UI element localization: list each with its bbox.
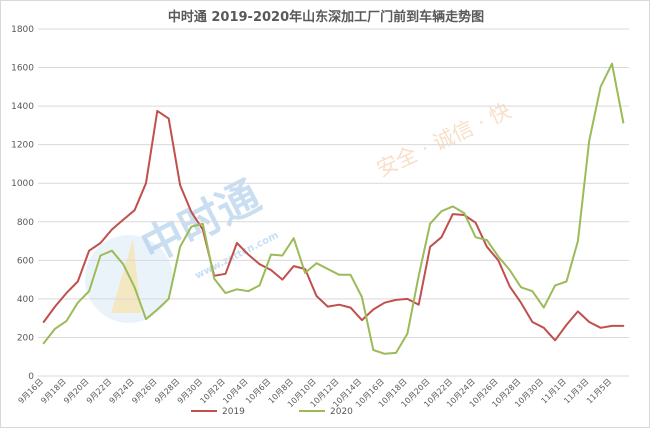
y-tick-label: 200 bbox=[17, 333, 34, 343]
y-tick-label: 1200 bbox=[11, 141, 34, 151]
y-tick-label: 800 bbox=[17, 218, 34, 228]
series-line-2019 bbox=[42, 109, 625, 342]
watermark-sail-icon bbox=[111, 239, 141, 313]
y-tick-label: 400 bbox=[17, 295, 34, 305]
legend: 2019 2020 bbox=[191, 407, 353, 417]
chart-title: 中时通 2019-2020年山东深加工厂门前到车辆走势图 bbox=[168, 9, 484, 25]
series-layer bbox=[42, 62, 625, 355]
watermark-slogan: 安全 · 诚信 · 快 bbox=[373, 98, 515, 181]
y-tick-label: 600 bbox=[17, 256, 34, 266]
y-tick-label: 1600 bbox=[11, 64, 34, 74]
y-axis: 0 200 400 600 800 1000 1200 1400 1600 1800 bbox=[11, 25, 34, 382]
watermark: 中时通 www.zsttcn.com 安全 · 诚信 · 快 bbox=[85, 98, 515, 323]
x-axis: 9月16日9月18日9月20日9月22日9月24日9月26日9月28日9月30日… bbox=[17, 377, 614, 409]
y-tick-label: 1400 bbox=[11, 102, 34, 112]
legend-label-2019: 2019 bbox=[222, 407, 245, 417]
y-tick-label: 1000 bbox=[11, 179, 34, 189]
y-tick-label: 0 bbox=[28, 372, 34, 382]
y-tick-label: 1800 bbox=[11, 25, 34, 35]
legend-label-2020: 2020 bbox=[330, 407, 353, 417]
grid bbox=[38, 28, 629, 377]
series-line-2020 bbox=[42, 62, 625, 355]
x-tick-label: 11月5日 bbox=[585, 377, 613, 405]
